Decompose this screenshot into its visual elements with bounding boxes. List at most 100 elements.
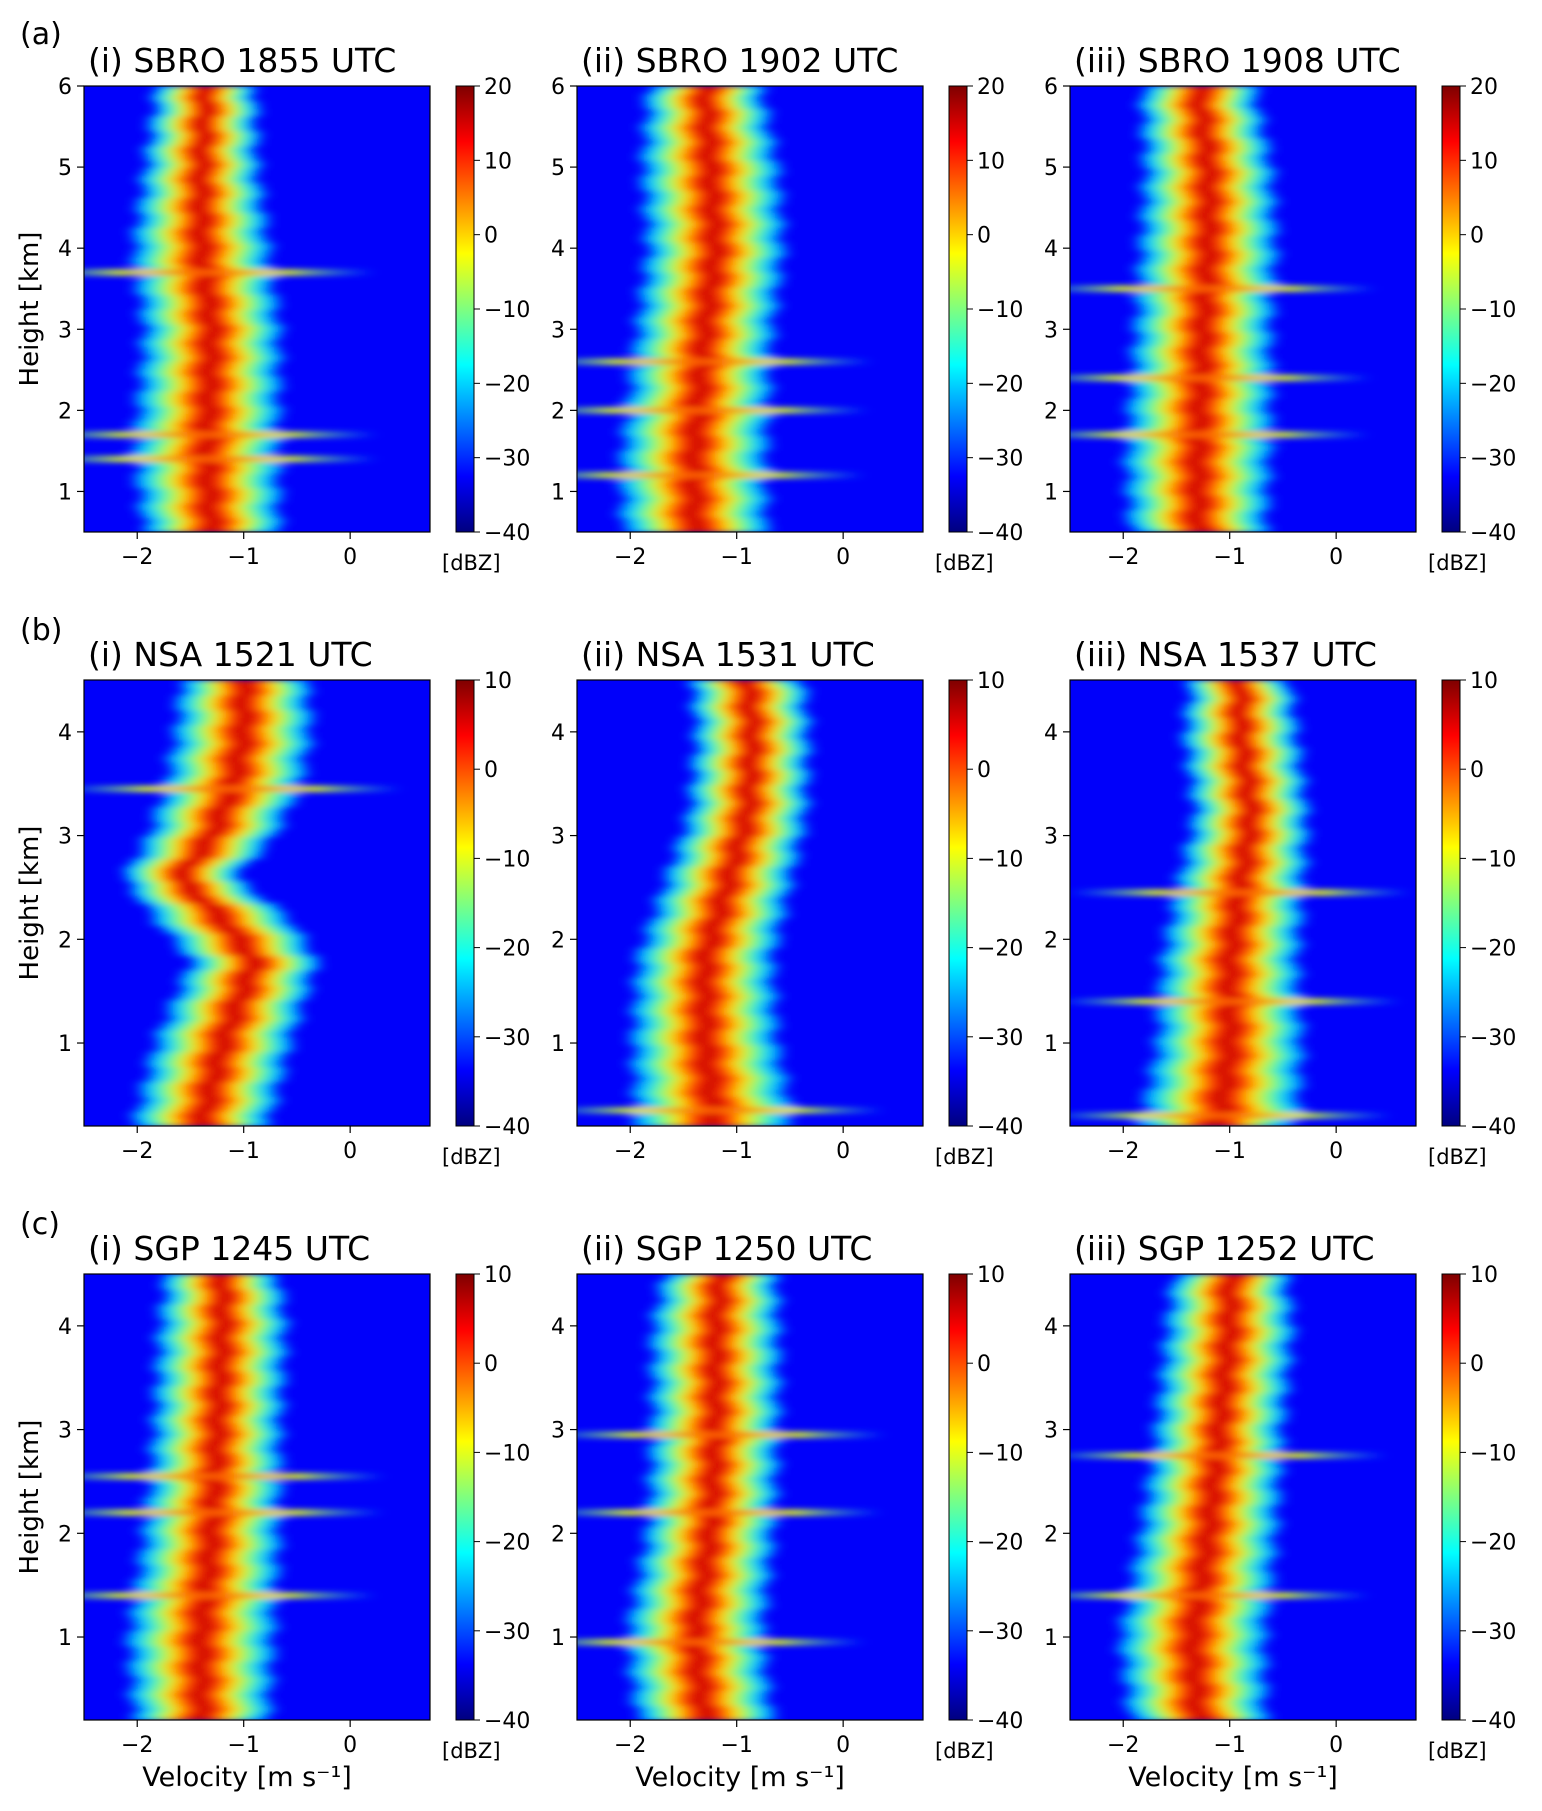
spectrum-strip (1159, 1378, 1291, 1387)
spectrum-strip (627, 1036, 777, 1045)
spectrum-strip (131, 442, 281, 451)
spectrum-strip (1140, 1096, 1300, 1105)
y-axis-label: Height [km] (15, 826, 45, 981)
spectrum-strip (1128, 472, 1276, 481)
spectrum-strip (148, 1066, 289, 1075)
spectrum-strip (630, 1653, 772, 1662)
plot-frame (1069, 1273, 1417, 1721)
x-axis-label: Velocity [m s⁻¹] (635, 1762, 845, 1793)
spectrum-strip (643, 227, 784, 236)
colorbar-tick-label: 10 (1470, 1263, 1498, 1288)
spectrum-strip (650, 1489, 782, 1498)
x-tick-label: 0 (836, 1139, 850, 1164)
spectrum-strip (1180, 843, 1304, 852)
colorbar-tick-label: 10 (977, 149, 1005, 174)
spectrum-strip (1123, 450, 1274, 459)
y-tick-label: 2 (58, 928, 72, 953)
spectrum-strip (150, 1392, 283, 1402)
y-tick-label: 4 (1044, 721, 1058, 746)
y-tick-label: 4 (551, 721, 565, 746)
spectrum-strip (632, 361, 777, 370)
spectrum-strip (646, 917, 783, 927)
colorbar (1441, 679, 1461, 1127)
spectrum-strip (624, 1668, 765, 1677)
spectrum-strip (1176, 880, 1308, 889)
spectrum-strip (633, 1044, 785, 1053)
spectrum-strip (151, 1363, 283, 1372)
spectrum-strip (1172, 910, 1307, 919)
spectrum-strip (627, 1029, 777, 1038)
spectrum-strip (137, 1081, 279, 1090)
spectrum-strip (156, 1400, 288, 1409)
spectrum-strip (139, 836, 270, 845)
spectrum-strip (134, 1705, 277, 1714)
bright-band (1070, 998, 1401, 1005)
spectrum-strip (137, 1571, 282, 1580)
spectrum-strip (627, 1660, 769, 1669)
spectrum-strip (157, 1326, 289, 1335)
spectrum-strip (616, 457, 767, 466)
spectrum-strip (1164, 1288, 1287, 1298)
spectrum-strip (647, 1333, 779, 1342)
spectrum-strip (146, 123, 257, 132)
x-tick-label: −2 (614, 1733, 646, 1758)
spectrum-strip (1144, 1474, 1281, 1483)
spectrum-strip (1143, 1519, 1284, 1528)
spectrum-strip (624, 1645, 765, 1654)
spectrum-strip (1129, 383, 1275, 392)
spectrum-strip (147, 1415, 279, 1424)
spectrum-strip (132, 286, 274, 295)
spectrum-strip (641, 1504, 773, 1513)
spectrum-strip (176, 717, 316, 726)
spectrum-strip (636, 152, 775, 162)
spectrum-strip (660, 1296, 785, 1305)
spectrum-strip (675, 851, 803, 860)
y-tick-label: 5 (58, 156, 72, 181)
spectrum-strip (145, 323, 286, 333)
spectrum-strip (139, 487, 286, 496)
spectrum-strip (1122, 435, 1272, 444)
colorbar-tick-label: −40 (484, 1709, 530, 1734)
spectrum-strip (161, 1274, 280, 1283)
spectrum-strip (1130, 294, 1272, 303)
x-tick-label: −1 (1213, 1139, 1245, 1164)
x-tick-label: 0 (343, 1733, 357, 1758)
spectrum-strip (1127, 1563, 1271, 1573)
spectrum-strip (129, 1697, 273, 1706)
bright-band (577, 1639, 866, 1646)
spectrum-strip (123, 873, 241, 882)
spectrum-strip (630, 1111, 793, 1120)
spectrum-strip (687, 702, 805, 711)
colorbar (455, 679, 475, 1127)
spectrum-strip (129, 1615, 278, 1625)
spectrum-strip (637, 175, 779, 184)
spectrum-strip (127, 450, 278, 459)
spectrum-strip (1134, 361, 1278, 370)
spectrum-strip (652, 1355, 784, 1364)
spectrum-strip (134, 368, 278, 377)
spectrum-strip (1149, 1074, 1306, 1083)
spectrum-strip (133, 398, 280, 407)
y-tick-label: 1 (551, 480, 565, 505)
spectrum-strip (1140, 160, 1272, 169)
spectrum-strip (1186, 769, 1304, 778)
y-tick-label: 2 (1044, 399, 1058, 424)
spectrum-strip (1185, 791, 1303, 800)
spectrum-strip (1153, 1007, 1300, 1016)
spectrum-strip (1139, 204, 1276, 214)
x-tick-label: 0 (343, 545, 357, 570)
spectrum-strip (177, 947, 311, 956)
panel-title: (i) SBRO 1855 UTC (88, 41, 396, 80)
spectrum-strip (1167, 1326, 1299, 1335)
spectrum-strip (648, 108, 773, 117)
y-tick-label: 3 (58, 1419, 72, 1444)
spectrum-strip (635, 1705, 777, 1714)
spectrum-strip (646, 1452, 778, 1461)
spectrum-strip (640, 1571, 776, 1580)
spectrum-strip (617, 427, 767, 437)
spectrum-strip (615, 509, 765, 518)
spectrum-strip (143, 1541, 286, 1550)
spectrum-strip (124, 1630, 275, 1639)
bright-band (1070, 285, 1377, 292)
